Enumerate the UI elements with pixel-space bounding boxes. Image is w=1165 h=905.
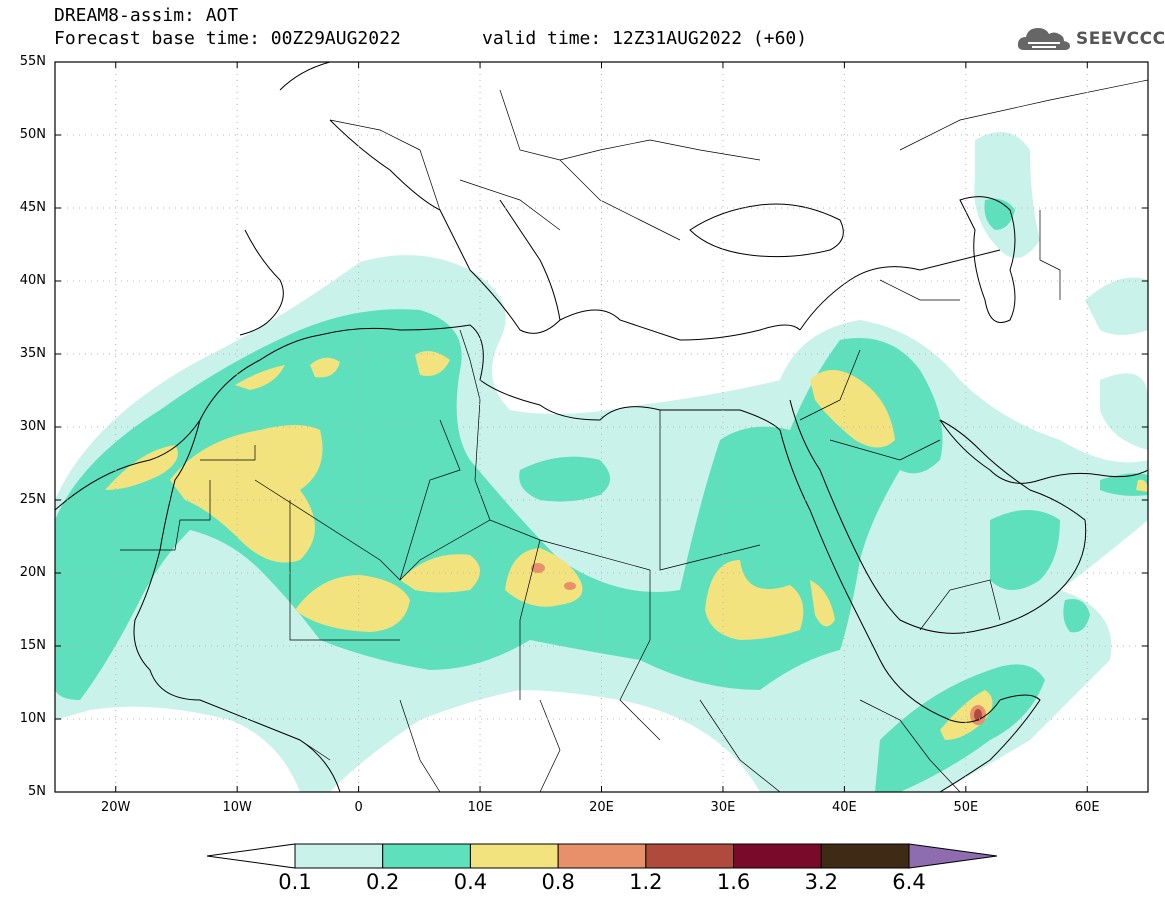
lon-label: 60E [1074, 800, 1100, 815]
borders [120, 79, 1148, 792]
cloud-icon [1017, 28, 1070, 50]
map-frame [54, 61, 1149, 793]
lon-label: 20E [589, 800, 614, 815]
colorbar-max-arrow [908, 843, 998, 869]
lon-label: 50E [953, 800, 979, 815]
colorbar-level-label: 0.8 [541, 870, 575, 894]
aot-level-1.2 [974, 709, 982, 721]
colorbar-level-label: 0.4 [453, 870, 488, 894]
lat-label: 25N [19, 492, 46, 507]
colorbar [206, 843, 998, 869]
lat-label: 50N [19, 127, 46, 142]
lat-label: 15N [19, 638, 46, 653]
lat-label: 45N [19, 200, 46, 215]
colorbar-min-arrow [206, 843, 296, 869]
colorbar-level-label: 1.2 [629, 870, 663, 894]
colorbar-level-label: 1.6 [716, 870, 751, 894]
colorbar-box [820, 843, 910, 869]
lat-label: 5N [28, 784, 46, 799]
colorbar-box [294, 843, 384, 869]
colorbar-level-label: 6.4 [892, 870, 926, 894]
forecast-base-time: Forecast base time: 00Z29AUG2022 [54, 28, 401, 49]
lat-label: 30N [19, 419, 46, 434]
colorbar-box [733, 843, 822, 869]
aot-field [55, 62, 1148, 792]
colorbar-box [557, 843, 647, 869]
colorbar-level-label: 0.2 [366, 870, 400, 894]
logo-text: SEEVCCC [1076, 29, 1165, 49]
lon-label: 30E [710, 800, 736, 815]
aot-level-0.8 [531, 563, 545, 573]
aot-level-0.4 [170, 425, 323, 563]
lon-label: 40E [831, 800, 857, 815]
valid-time: valid time: 12Z31AUG2022 (+60) [482, 28, 808, 49]
product-title: DREAM8-assim: AOT [54, 5, 239, 26]
lat-label: 20N [19, 565, 46, 580]
lon-label: 10E [467, 800, 493, 815]
lon-label: 10W [222, 800, 252, 815]
colorbar-box [469, 843, 559, 869]
axis-ticks [55, 61, 1148, 793]
lat-label: 40N [19, 273, 46, 288]
colorbar-box [382, 843, 471, 869]
seevccc-logo: SEEVCCC [1016, 22, 1165, 56]
graticule [55, 62, 1148, 792]
colorbar-level-label: 3.2 [804, 870, 838, 894]
lat-label: 35N [19, 346, 46, 361]
lat-label: 10N [19, 711, 46, 726]
lon-label: 20W [101, 800, 131, 815]
colorbar-box [645, 843, 735, 869]
colorbar-level-label: 0.1 [278, 870, 312, 894]
coastlines [55, 62, 1148, 792]
lat-label: 55N [19, 54, 46, 69]
lon-label: 0 [354, 800, 363, 815]
